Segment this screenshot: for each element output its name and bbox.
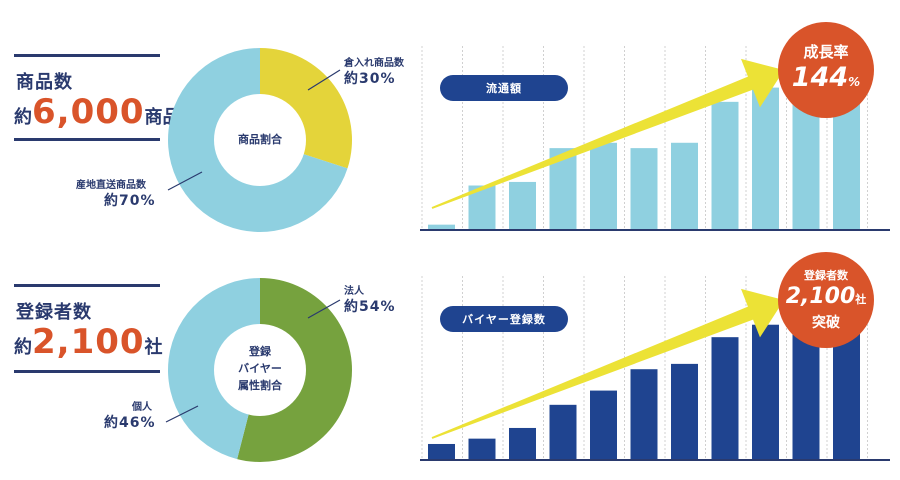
buyers-bar-bar-4 bbox=[549, 404, 577, 460]
products-value-number: 6,000 bbox=[32, 92, 145, 132]
buyers-value-prefix: 約 bbox=[14, 337, 32, 358]
products-badge-value-row: 144% bbox=[792, 62, 860, 98]
products-stat-value: 約6,000商品 bbox=[14, 92, 181, 132]
buyers-badge-value: 2,100 bbox=[785, 284, 856, 309]
buyers-bar-bar-9 bbox=[752, 324, 779, 460]
products-bar-bar-1 bbox=[428, 224, 455, 230]
buyers-bar-bar-6 bbox=[630, 369, 658, 460]
buyers-bar-bar-8 bbox=[711, 337, 739, 460]
buyers-stat-value: 約2,100社 bbox=[14, 322, 163, 362]
products-stat-top-rule bbox=[14, 54, 160, 57]
products-bar-bar-9 bbox=[752, 87, 779, 230]
products-donut-center-label: 商品割合 bbox=[238, 133, 282, 146]
products-stat-bottom-rule bbox=[14, 138, 160, 141]
buyers-donut-center-line3: 属性割合 bbox=[238, 379, 282, 392]
products-bar-growth-arrow bbox=[431, 58, 784, 209]
products-bar-bar-3 bbox=[509, 181, 536, 230]
buyers-milestone-badge: 登録者数 2,100社 突破 bbox=[778, 252, 874, 348]
products-callout-top-label: 倉入れ商品数 bbox=[344, 58, 404, 69]
buyers-stat-bottom-rule bbox=[14, 370, 160, 373]
products-callout-bottom-value: 約70% bbox=[104, 193, 156, 209]
buyers-value-number: 2,100 bbox=[32, 322, 145, 362]
products-bar-chart bbox=[420, 46, 890, 231]
products-stat-label: 商品数 bbox=[16, 72, 73, 93]
buyers-pill-label: バイヤー登録数 bbox=[440, 306, 568, 332]
buyers-donut-slice-2 bbox=[168, 278, 260, 460]
products-bar-bar-8 bbox=[711, 101, 739, 230]
buyers-stat-label: 登録者数 bbox=[16, 302, 92, 323]
buyers-callout-top-label: 法人 bbox=[344, 286, 364, 297]
buyers-bar-bar-5 bbox=[590, 390, 617, 460]
products-bar-bar-6 bbox=[630, 148, 658, 230]
products-donut-chart bbox=[167, 48, 352, 232]
buyers-donut-chart bbox=[165, 278, 352, 462]
buyers-bar-growth-arrow bbox=[431, 288, 784, 439]
products-badge-value: 144 bbox=[791, 61, 849, 93]
buyers-donut-center-line2: バイヤー bbox=[238, 362, 282, 375]
products-bar-bar-5 bbox=[590, 142, 617, 230]
buyers-value-suffix: 社 bbox=[144, 337, 163, 358]
buyers-bar-bar-3 bbox=[509, 427, 536, 460]
products-callout-top-value: 約30% bbox=[344, 71, 396, 87]
buyers-callout-top-value: 約54% bbox=[344, 299, 396, 315]
products-bar-bar-7 bbox=[671, 142, 698, 230]
buyers-bar-bar-1 bbox=[428, 443, 455, 460]
buyers-stat-top-rule bbox=[14, 284, 160, 287]
buyers-badge-value-row: 2,100社 bbox=[786, 283, 867, 314]
products-badge-unit: % bbox=[848, 74, 861, 89]
buyers-bar-bar-7 bbox=[671, 363, 698, 460]
buyers-callout-bottom-value: 約46% bbox=[104, 415, 156, 431]
buyers-callout-bottom-label: 個人 bbox=[132, 402, 152, 413]
products-callout-bottom-label: 産地直送商品数 bbox=[76, 180, 146, 191]
buyers-donut-center-label: 登録 バイヤー 属性割合 bbox=[205, 343, 315, 394]
buyers-badge-title: 登録者数 bbox=[804, 269, 848, 282]
buyers-badge-subtitle: 突破 bbox=[812, 315, 840, 331]
products-badge-title: 成長率 bbox=[803, 42, 849, 61]
buyers-bar-bar-2 bbox=[468, 438, 496, 460]
products-growth-badge: 成長率 144% bbox=[778, 22, 874, 118]
buyers-donut-center-line1: 登録 bbox=[249, 345, 271, 358]
products-pill-label: 流通額 bbox=[440, 75, 568, 101]
products-value-prefix: 約 bbox=[14, 107, 32, 128]
buyers-badge-unit: 社 bbox=[855, 293, 867, 306]
